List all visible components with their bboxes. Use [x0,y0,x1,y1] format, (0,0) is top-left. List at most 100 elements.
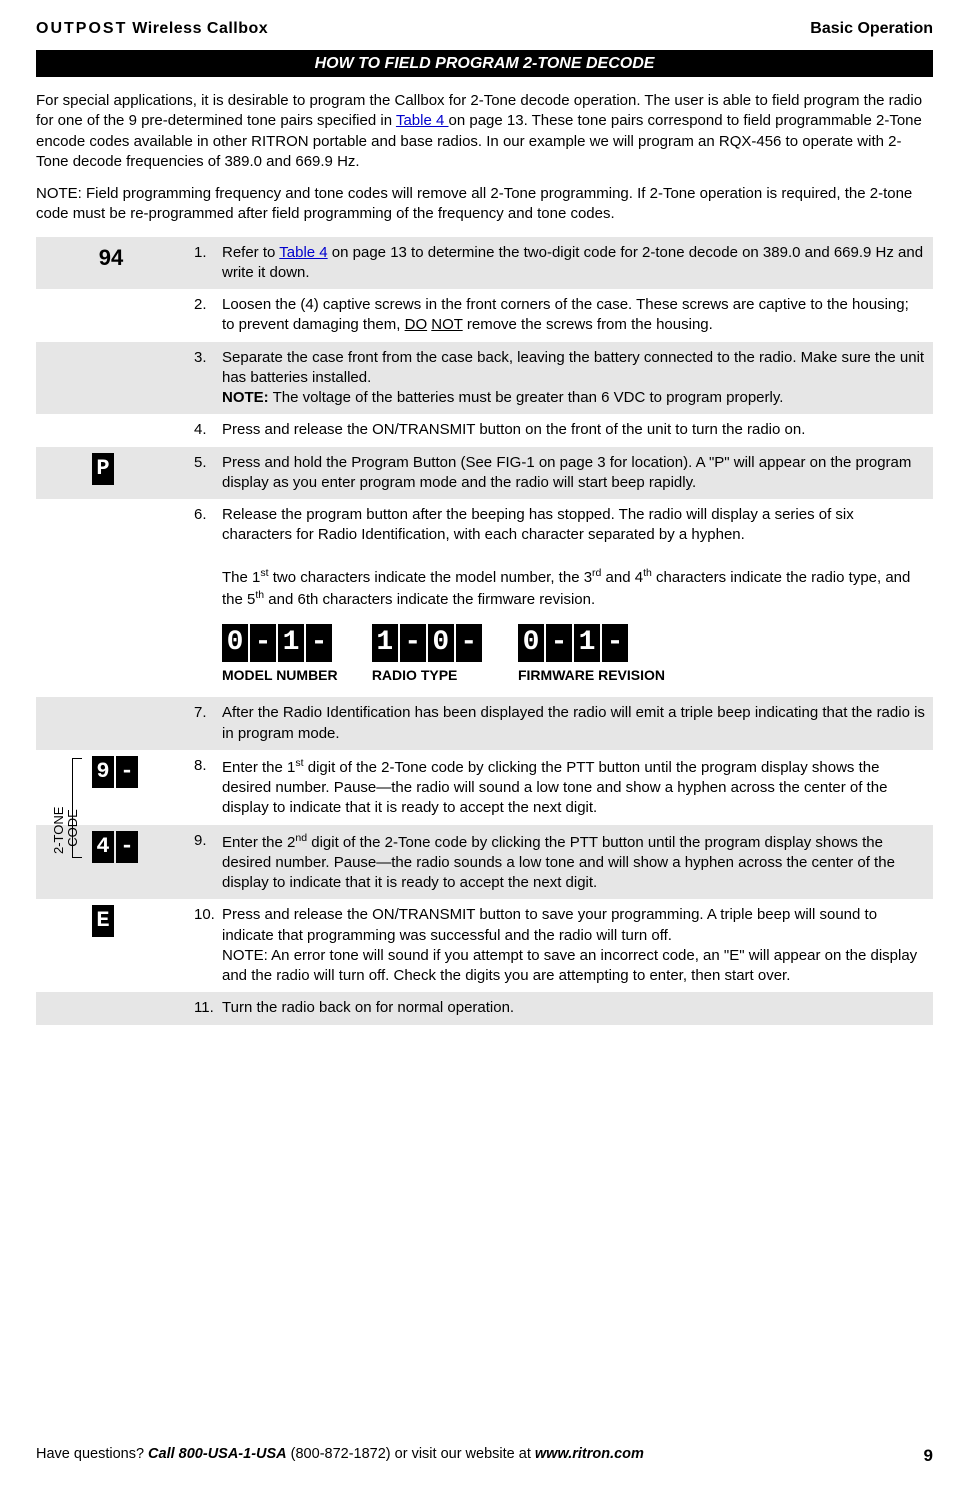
intro-p2: NOTE: Field programming frequency and to… [36,184,933,225]
step3-num: 3. [194,348,222,409]
page-footer: Have questions? Call 800-USA-1-USA (800-… [36,1445,933,1468]
s6a: Release the program button after the bee… [222,506,854,543]
s6b1sup: st [260,567,268,579]
step5-text: Press and hold the Program Button (See F… [222,453,925,494]
code-94: 94 [44,243,178,273]
seg-label-model: MODEL NUMBER [222,666,338,685]
step-row-4: 4. Press and release the ON/TRANSMIT but… [36,414,933,446]
step1-text: Refer to Table 4 on page 13 to determine… [222,243,925,284]
seg-row: 0-1- MODEL NUMBER 1-0- RADIO TYPE 0-1- F… [222,624,925,685]
s6b3sup: th [643,567,652,579]
step6-num: 6. [194,505,222,691]
step1-icon-cell: 94 [36,237,186,290]
seg-group-radio: 1-0- RADIO TYPE [372,624,484,685]
step-row-10: E 10. Press and release the ON/TRANSMIT … [36,899,933,992]
step4-num: 4. [194,420,222,440]
seg-f1: - [546,624,572,662]
seg-m0: 0 [222,624,248,662]
s6b2: two characters indicate the model number… [269,569,593,586]
table4-link[interactable]: Table 4 [396,112,449,129]
step-row-11: 11. Turn the radio back on for normal op… [36,992,933,1024]
footer-left: Have questions? Call 800-USA-1-USA (800-… [36,1445,644,1468]
header-left: OUTPOST Wireless Callbox [36,18,268,40]
s9-1sup: nd [295,832,307,844]
footer-q: Have questions? [36,1446,148,1462]
seg-p-icon: P [92,453,114,485]
header-right: Basic Operation [810,18,933,40]
seg-r0: 1 [372,624,398,662]
s2b: remove the screws from the housing. [463,316,713,333]
s3b-label: NOTE: [222,389,269,406]
step-row-8: 2-TONE CODE 9- 8. Enter the 1st digit of… [36,750,933,825]
step-row-2: 2. Loosen the (4) captive screws in the … [36,289,933,342]
s6b1: The 1 [222,569,260,586]
step-row-7: 7. After the Radio Identification has be… [36,697,933,750]
seg-f0: 0 [518,624,544,662]
seg-dash2-icon: - [116,831,138,863]
s10b: NOTE: An error tone will sound if you at… [222,947,917,984]
step11-num: 11. [194,998,222,1018]
s6b4sup: th [255,589,264,601]
step10-num: 10. [194,905,222,986]
step5-num: 5. [194,453,222,494]
seg-m2: 1 [278,624,304,662]
footer-phone-plain: (800-872-1872) or visit our website at [287,1446,535,1462]
step2-num: 2. [194,295,222,336]
step11-text: Turn the radio back on for normal operat… [222,998,925,1018]
section-banner: HOW TO FIELD PROGRAM 2-TONE DECODE [36,50,933,78]
step8-num: 8. [194,756,222,819]
s3b-text: The voltage of the batteries must be gre… [269,389,784,406]
seg-r1: - [400,624,426,662]
seg-group-model: 0-1- MODEL NUMBER [222,624,338,685]
s8-1: Enter the 1 [222,759,295,776]
seg-r2: 0 [428,624,454,662]
seg-f2: 1 [574,624,600,662]
s2-not: NOT [431,316,462,333]
two-tone-code-label: 2-TONE CODE [52,806,81,853]
intro-p1: For special applications, it is desirabl… [36,91,933,172]
step8-text: Enter the 1st digit of the 2-Tone code b… [222,756,925,819]
intro-block: For special applications, it is desirabl… [36,91,933,225]
step-row-6: 6. Release the program button after the … [36,499,933,697]
step3-text: Separate the case front from the case ba… [222,348,925,409]
header-title-rest: Wireless Callbox [127,20,268,37]
s10a: Press and release the ON/TRANSMIT button… [222,906,877,943]
seg-e-icon: E [92,905,114,937]
step4-text: Press and release the ON/TRANSMIT button… [222,420,925,440]
s6b2sup: rd [592,567,601,579]
table4-link-2[interactable]: Table 4 [279,244,327,261]
footer-call: Call 800-USA-1-USA [148,1446,287,1462]
s1a: Refer to [222,244,279,261]
s9-1: Enter the 2 [222,834,295,851]
step2-text: Loosen the (4) captive screws in the fro… [222,295,925,336]
step7-num: 7. [194,703,222,744]
s6b5: and 6th characters indicate the firmware… [264,591,595,608]
seg-nine-icon: 9 [92,756,114,788]
s9-2: digit of the 2-Tone code by clicking the… [222,834,895,892]
step-row-3: 3. Separate the case front from the case… [36,342,933,415]
seg-m1: - [250,624,276,662]
step5-icon-cell: P [36,447,186,500]
step7-text: After the Radio Identification has been … [222,703,925,744]
seg-four-icon: 4 [92,831,114,863]
step8-icon-cell: 2-TONE CODE 9- [36,750,186,825]
seg-r3: - [456,624,482,662]
page-header: OUTPOST Wireless Callbox Basic Operation [36,18,933,40]
header-outpost: OUTPOST [36,20,127,37]
s2-do: DO [405,316,428,333]
step10-text: Press and release the ON/TRANSMIT button… [222,905,925,986]
step9-num: 9. [194,831,222,894]
seg-group-firm: 0-1- FIRMWARE REVISION [518,624,665,685]
seg-label-firm: FIRMWARE REVISION [518,666,665,685]
step1-body: 1. Refer to Table 4 on page 13 to determ… [186,237,933,290]
s8-2: digit of the 2-Tone code by clicking the… [222,759,887,817]
steps-table: 94 1. Refer to Table 4 on page 13 to det… [36,237,933,1025]
seg-m3: - [306,624,332,662]
step-row-5: P 5. Press and hold the Program Button (… [36,447,933,500]
s6b3: and 4 [601,569,643,586]
s8-1sup: st [295,757,303,769]
step9-text: Enter the 2nd digit of the 2-Tone code b… [222,831,925,894]
seg-label-radio: RADIO TYPE [372,666,484,685]
step6-text: Release the program button after the bee… [222,505,925,691]
footer-page: 9 [924,1445,933,1468]
